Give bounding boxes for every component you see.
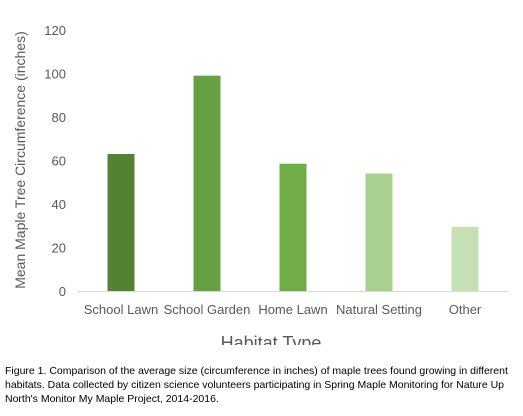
x-tick-label: Natural Setting — [336, 302, 422, 317]
y-axis-ticks: 0 20 40 60 80 100 120 — [44, 23, 66, 299]
x-axis-title: Habitat Type — [221, 333, 322, 345]
bar — [451, 226, 479, 291]
y-tick-label: 20 — [52, 241, 66, 256]
bars — [107, 75, 479, 291]
y-tick-label: 120 — [44, 23, 66, 38]
bar — [193, 75, 221, 291]
y-tick-label: 100 — [44, 67, 66, 82]
y-tick-label: 40 — [52, 197, 66, 212]
x-tick-label: School Garden — [164, 302, 251, 317]
y-axis-title: Mean Maple Tree Circumference (inches) — [12, 31, 28, 289]
x-tick-label: Home Lawn — [258, 302, 327, 317]
x-axis-ticks: School Lawn School Garden Home Lawn Natural… — [84, 302, 482, 317]
y-tick-label: 60 — [52, 154, 66, 169]
figure-caption: Figure 1. Comparison of the average size… — [5, 365, 508, 405]
bar — [365, 173, 393, 291]
x-tick-label: School Lawn — [84, 302, 158, 317]
bar — [279, 163, 307, 291]
x-tick-label: Other — [449, 302, 482, 317]
y-tick-label: 0 — [59, 284, 66, 299]
bar — [107, 153, 135, 291]
bar-chart: 0 20 40 60 80 100 120 School Lawn School Garden… — [12, 23, 508, 345]
y-tick-label: 80 — [52, 110, 66, 125]
